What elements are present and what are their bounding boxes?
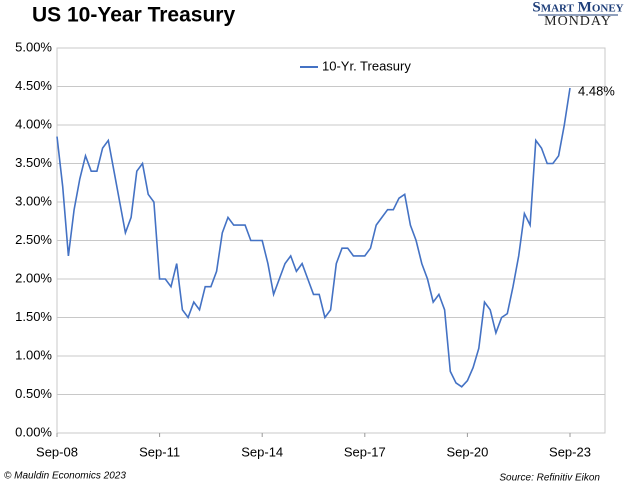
y-tick-label: 2.00%	[15, 270, 52, 285]
source: Source: Refinitiv Eikon	[499, 473, 600, 484]
x-tick-label: Sep-11	[139, 444, 180, 459]
y-tick-label: 4.50%	[15, 78, 52, 93]
y-tick-label: 3.00%	[15, 193, 52, 208]
y-tick-label: 4.00%	[15, 116, 52, 131]
y-tick-label: 5.00%	[15, 39, 52, 54]
logo-bottom: MONDAY	[544, 14, 612, 29]
x-tick-label: Sep-17	[344, 444, 386, 459]
logo-top: Smart Money	[532, 0, 623, 15]
y-tick-label: 3.50%	[15, 155, 52, 170]
y-tick-label: 2.50%	[15, 232, 52, 247]
y-tick-label: 0.00%	[15, 424, 52, 439]
x-tick-label: Sep-23	[549, 444, 591, 459]
y-tick-label: 1.50%	[15, 309, 52, 324]
y-tick-label: 0.50%	[15, 386, 52, 401]
legend-label: 10-Yr. Treasury	[322, 58, 411, 73]
x-tick-label: Sep-08	[36, 444, 78, 459]
data-label: 4.48%	[578, 83, 615, 98]
x-tick-label: Sep-20	[446, 444, 488, 459]
x-tick-label: Sep-14	[241, 444, 283, 459]
series-line	[56, 87, 571, 388]
chart-title: US 10-Year Treasury	[32, 4, 235, 27]
plot-border	[56, 47, 606, 434]
copyright: © Mauldin Economics 2023	[4, 471, 126, 482]
y-tick-label: 1.00%	[15, 347, 52, 362]
